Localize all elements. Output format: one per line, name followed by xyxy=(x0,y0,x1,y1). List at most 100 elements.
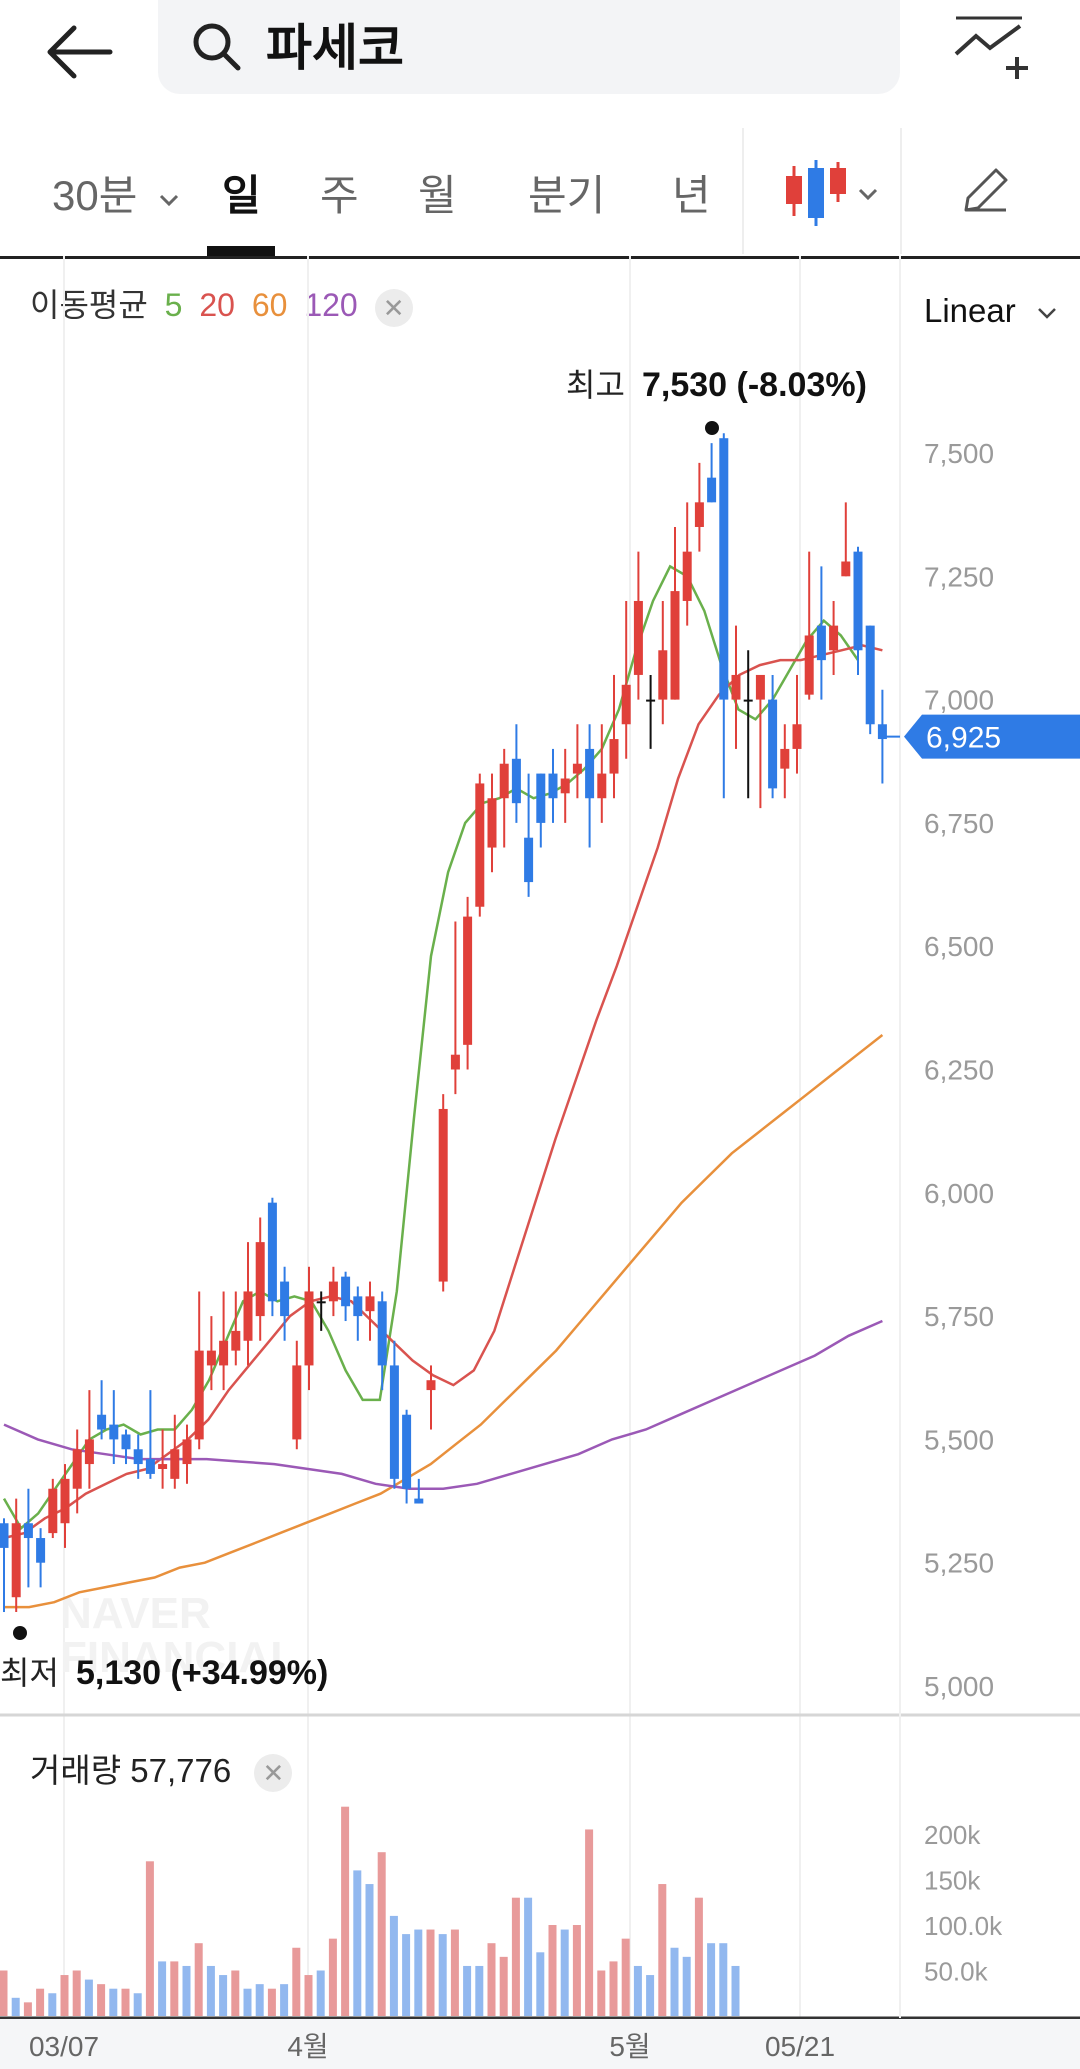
scale-label: Linear xyxy=(924,292,1016,329)
y-tick-label: 6,750 xyxy=(924,808,994,839)
candle-body xyxy=(145,1459,155,1474)
volume-bar xyxy=(694,1897,703,2016)
low-label: 최저 xyxy=(0,1655,59,1691)
volume-bar xyxy=(682,1956,691,2016)
close-volume-button[interactable]: ✕ xyxy=(254,1754,293,1793)
high-marker xyxy=(705,421,719,435)
tab-30min-label: 30분 xyxy=(52,172,138,219)
candle-type-icon[interactable] xyxy=(782,158,882,228)
volume-legend: 거래량 57,776 ✕ xyxy=(30,1744,293,1793)
y-tick-label: 5,250 xyxy=(924,1548,994,1579)
volume-bar xyxy=(255,1984,264,2016)
candle-body xyxy=(133,1449,143,1465)
period-tabs: 30분 일 주 월 분기 년 xyxy=(0,128,1080,259)
volume-bar xyxy=(48,1993,57,2016)
volume-bar xyxy=(231,1970,240,2016)
candle-body xyxy=(23,1523,33,1539)
tab-month-label: 월 xyxy=(418,172,457,219)
volume-bar xyxy=(328,1938,337,2016)
volume-bar xyxy=(389,1915,398,2016)
chevron-down-icon xyxy=(159,194,179,207)
volume-bar xyxy=(97,1984,106,2016)
tab-week[interactable]: 주 xyxy=(320,162,359,222)
volume-bar xyxy=(304,1975,313,2016)
x-tick-label: 4월 xyxy=(287,2031,328,2062)
candle-body xyxy=(694,502,704,527)
candle-body xyxy=(572,763,582,774)
candle-body xyxy=(36,1538,46,1563)
candle-body xyxy=(804,635,814,695)
candle-body xyxy=(487,798,497,848)
candle-body xyxy=(499,763,509,799)
high-label: 최고 xyxy=(566,367,625,403)
candle-body xyxy=(48,1488,58,1534)
candle-body xyxy=(780,748,790,769)
candle-body xyxy=(841,561,851,577)
volume-bar xyxy=(621,1938,630,2016)
volume-bar xyxy=(182,1965,191,2016)
candle-body xyxy=(158,1464,168,1469)
volume-bar xyxy=(646,1975,655,2016)
tab-day[interactable]: 일 xyxy=(222,162,261,222)
volume-bar xyxy=(353,1870,362,2016)
candle-body xyxy=(475,783,485,907)
candle-body xyxy=(219,1340,229,1366)
candle-body xyxy=(621,684,631,725)
volume-bar xyxy=(463,1965,472,2016)
candle-body xyxy=(0,1523,9,1548)
volume-bar xyxy=(731,1965,740,2016)
candle-body xyxy=(11,1523,21,1598)
candle-body xyxy=(426,1380,436,1391)
y-tick-label: 7,500 xyxy=(924,438,994,469)
tab-quarter-label: 분기 xyxy=(528,172,606,219)
candle-body xyxy=(365,1296,375,1312)
tab-divider xyxy=(900,128,902,254)
ma60-line xyxy=(4,1034,884,1609)
candle-body xyxy=(816,625,826,661)
scale-select[interactable]: Linear xyxy=(924,292,1059,330)
candle-body xyxy=(389,1365,399,1479)
candle-body xyxy=(597,773,607,799)
search-field[interactable]: 파세코 xyxy=(158,0,900,94)
candle-body xyxy=(72,1449,82,1489)
candle-body xyxy=(731,674,741,700)
volume-bar xyxy=(402,1934,411,2016)
tab-quarter[interactable]: 분기 xyxy=(528,162,605,222)
ma-period-60: 60 xyxy=(251,287,288,323)
candle-body xyxy=(353,1296,363,1317)
volume-bar xyxy=(548,1925,557,2016)
volume-bar xyxy=(109,1988,118,2016)
search-query: 파세코 xyxy=(266,20,404,76)
tab-month[interactable]: 월 xyxy=(418,162,457,222)
moving-average-legend: 이동평균 5 20 60 120 ✕ xyxy=(30,280,421,327)
volume-bar xyxy=(414,1929,423,2016)
tab-year[interactable]: 년 xyxy=(672,162,711,222)
volume-bar xyxy=(377,1852,386,2016)
volume-tick-label: 150k xyxy=(924,1866,981,1896)
pencil-draw-icon[interactable] xyxy=(958,162,1014,218)
volume-tick-label: 50.0k xyxy=(924,1957,989,1987)
volume-tick-label: 200k xyxy=(924,1820,981,1850)
volume-bar xyxy=(341,1806,350,2016)
close-ma-button[interactable]: ✕ xyxy=(374,288,413,327)
candle-body xyxy=(768,699,778,789)
volume-bar xyxy=(487,1943,496,2016)
candle-body xyxy=(280,1281,290,1317)
candle-body xyxy=(548,773,558,799)
candle-body xyxy=(658,650,668,700)
back-arrow-icon[interactable] xyxy=(40,12,120,92)
volume-bar xyxy=(609,1961,618,2016)
current-price-tag xyxy=(904,714,1080,759)
candle-body xyxy=(304,1291,314,1366)
candle-body xyxy=(414,1498,424,1504)
volume-bar xyxy=(536,1952,545,2016)
add-compare-icon[interactable] xyxy=(950,12,1030,82)
ma20-line xyxy=(3,644,883,1540)
candle-body xyxy=(109,1424,119,1440)
volume-bar xyxy=(0,1970,8,2016)
candle-body xyxy=(463,916,473,1045)
tab-30min[interactable]: 30분 xyxy=(52,162,181,222)
candle-body xyxy=(377,1301,387,1366)
ma5-line xyxy=(2,564,860,1531)
